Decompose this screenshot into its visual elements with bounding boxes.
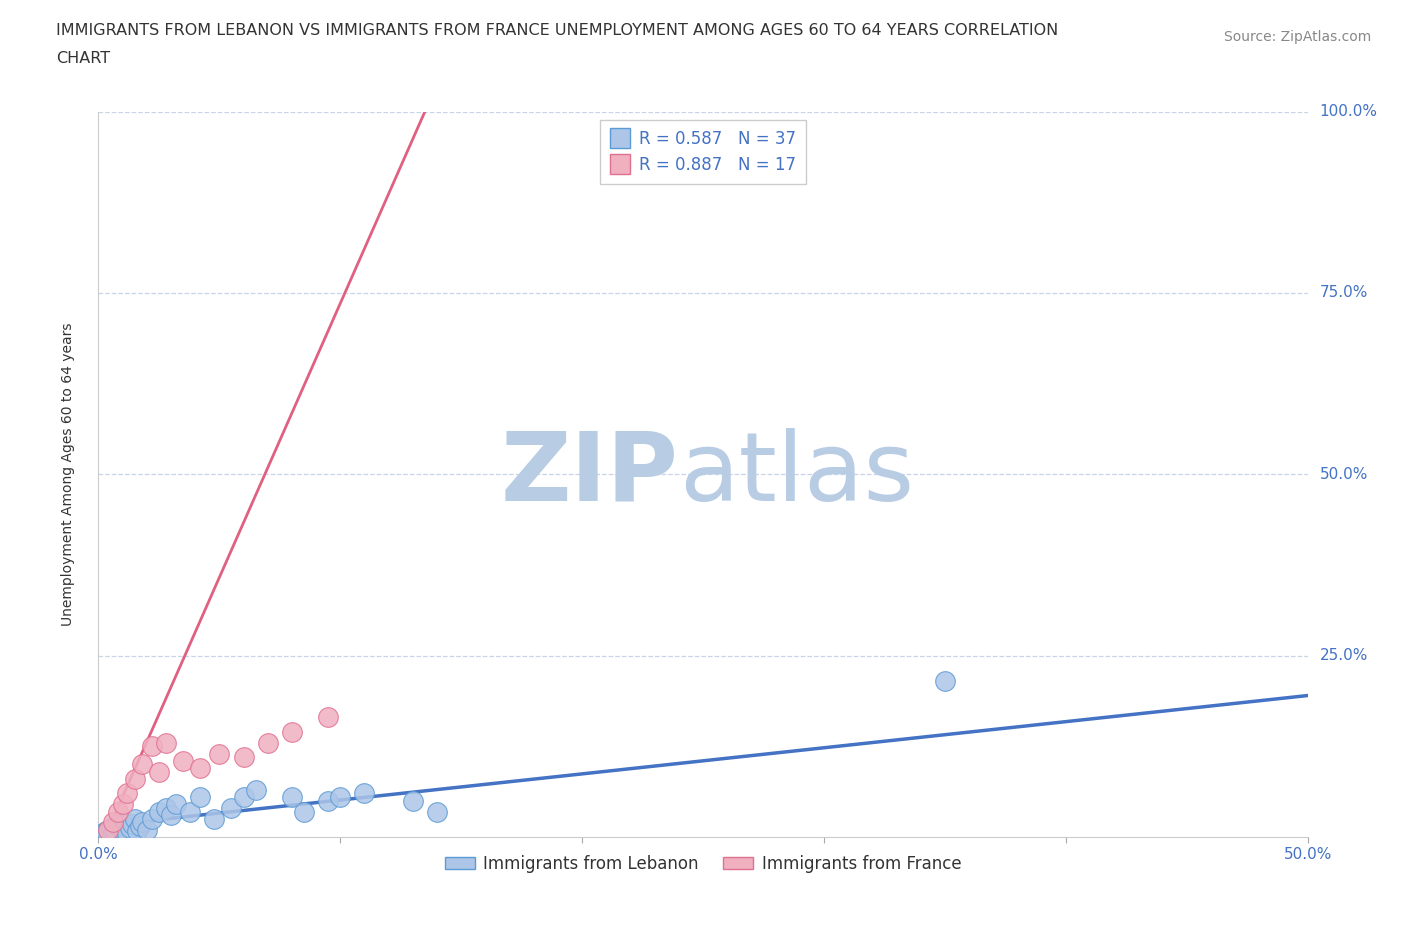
Point [117, 826, 139, 841]
Point [148, 764, 170, 779]
Point [281, 724, 304, 739]
Point [124, 811, 146, 827]
Point [316, 793, 339, 808]
Point [101, 815, 124, 830]
Text: IMMIGRANTS FROM LEBANON VS IMMIGRANTS FROM FRANCE UNEMPLOYMENT AMONG AGES 60 TO : IMMIGRANTS FROM LEBANON VS IMMIGRANTS FR… [56, 23, 1059, 38]
Text: 75.0%: 75.0% [1320, 286, 1368, 300]
Point [104, 824, 127, 839]
Point [155, 801, 177, 816]
Point [353, 786, 375, 801]
Point [188, 761, 211, 776]
Point [101, 826, 124, 841]
Text: Source: ZipAtlas.com: Source: ZipAtlas.com [1223, 30, 1371, 44]
Point [292, 804, 315, 819]
Point [118, 821, 141, 836]
Point [94, 824, 117, 839]
Point [141, 738, 163, 753]
Y-axis label: Unemployment Among Ages 60 to 64 years: Unemployment Among Ages 60 to 64 years [60, 323, 75, 626]
Text: 50.0%: 50.0% [1320, 467, 1368, 482]
Point [221, 801, 243, 816]
Point [108, 817, 131, 831]
Point [91, 826, 114, 841]
Text: ZIP: ZIP [501, 428, 679, 521]
Point [111, 822, 134, 837]
Point [107, 804, 129, 819]
Text: 25.0%: 25.0% [1320, 648, 1368, 663]
Point [114, 815, 136, 830]
Point [281, 790, 304, 804]
Point [316, 710, 339, 724]
Point [204, 811, 226, 827]
Point [402, 793, 425, 808]
Point [107, 818, 129, 833]
Point [131, 757, 153, 772]
Point [934, 673, 956, 688]
Point [232, 750, 254, 764]
Point [131, 815, 153, 830]
Point [256, 736, 278, 751]
Point [160, 808, 183, 823]
Point [100, 821, 122, 836]
Point [426, 804, 449, 819]
Point [135, 822, 157, 837]
Point [232, 790, 254, 804]
Point [165, 797, 187, 812]
Point [155, 736, 177, 751]
Point [121, 817, 143, 831]
Point [148, 804, 170, 819]
Point [245, 782, 267, 797]
Point [111, 797, 134, 812]
Point [172, 753, 194, 768]
Point [141, 811, 163, 827]
Point [329, 790, 352, 804]
Text: atlas: atlas [679, 428, 914, 521]
Point [97, 822, 120, 837]
Point [117, 786, 139, 801]
Point [127, 824, 149, 839]
Point [124, 772, 146, 787]
Point [208, 746, 231, 761]
Text: 100.0%: 100.0% [1320, 104, 1378, 119]
Legend: Immigrants from Lebanon, Immigrants from France: Immigrants from Lebanon, Immigrants from… [437, 848, 969, 880]
Point [97, 822, 120, 837]
Point [179, 804, 201, 819]
Text: CHART: CHART [56, 51, 110, 66]
Point [188, 790, 211, 804]
Point [128, 818, 150, 833]
